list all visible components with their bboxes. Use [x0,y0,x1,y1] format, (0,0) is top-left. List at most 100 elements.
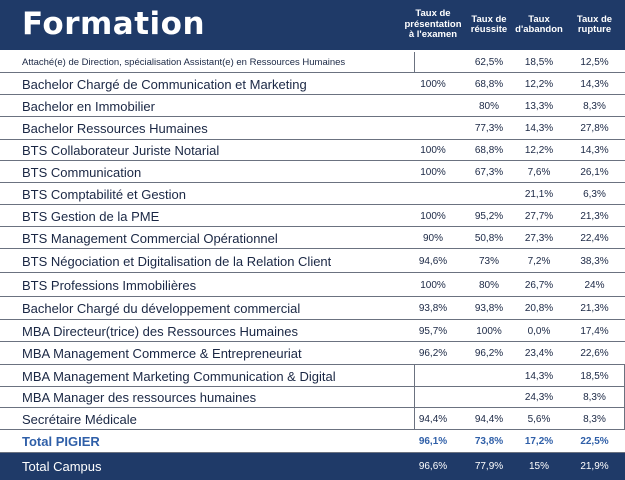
cell-abandon: 14,3% [524,123,554,134]
table-row: Bachelor Chargé de Communication et Mark… [0,73,625,95]
cell-rupture: 22,4% [580,232,609,244]
table-row: Secrétaire Médicale 94,4% 94,4% 5,6% 8,3% [0,408,625,430]
column-divider [414,365,415,387]
cell-abandon: 14,3% [524,370,554,382]
table-row: MBA Directeur(trice) des Ressources Huma… [0,320,625,342]
cell-rupture: 22,6% [580,348,609,359]
table-row: Bachelor Chargé du développement commerc… [0,297,625,320]
cell-reussite: 62,5% [474,57,504,68]
row-label: BTS Gestion de la PME [22,208,160,224]
cell-rupture: 21,3% [580,210,609,222]
row-divider [0,341,625,342]
cell-presentation [402,365,464,387]
table-row: BTS Communication 100% 67,3% 7,6% 26,1% [0,161,625,183]
cell-abandon: 17,2% [524,436,554,447]
cell-abandon: 18,5% [524,57,554,68]
row-divider [0,182,625,183]
table-row: Bachelor Ressources Humaines 77,3% 14,3% 27… [0,117,625,140]
cell-presentation: 96,2% [418,348,448,359]
cell-reussite: 77,3% [474,123,504,134]
row-divider [0,452,625,453]
table-row: Attaché(e) de Direction, spécialisation … [0,52,625,73]
cell-presentation: 96,1% [418,436,448,447]
table-row: BTS Management Commercial Opérationnel 90… [0,227,625,249]
table-row: MBA Management Commerce & Entrepreneuria… [0,342,625,365]
table-row: MBA Management Marketing Communication &… [0,365,625,387]
cell-abandon: 27,3% [524,232,554,244]
cell-reussite: 73% [478,255,499,267]
table-row: BTS Comptabilité et Gestion 21,1% 6,3% [0,183,625,205]
cell-reussite: 93,8% [474,303,504,314]
column-header-reussite: Taux de réussite [470,13,508,35]
cell-presentation: 90% [422,232,443,244]
cell-rupture: 26,1% [580,166,609,178]
row-divider [0,72,625,73]
row-divider [0,386,625,387]
column-header-abandon: Taux d'abandon [515,13,563,35]
cell-presentation: 95,7% [418,325,448,337]
cell-reussite: 95,2% [474,210,504,222]
cell-abandon: 0,0% [527,325,551,337]
table-row: BTS Gestion de la PME 100% 95,2% 27,7% 21,3% [0,205,625,227]
table-row: BTS Négociation et Digitalisation de la … [0,249,625,273]
cell-presentation [402,183,464,205]
cell-rupture: 14,3% [580,145,609,156]
cell-reussite: 77,9% [474,461,504,472]
row-label: Bachelor Ressources Humaines [22,121,208,136]
row-label: Bachelor Chargé de Communication et Mark… [22,76,307,92]
row-divider [0,226,625,227]
cell-presentation [402,117,464,140]
cell-rupture: 18,5% [580,370,609,382]
cell-abandon: 24,3% [524,392,554,403]
cell-abandon: 5,6% [527,413,551,425]
cell-presentation: 100% [420,210,446,222]
row-label: Total PIGIER [22,434,100,449]
cell-reussite [464,183,514,205]
cell-reussite [464,387,514,408]
cell-rupture: 27,8% [580,123,609,134]
cell-abandon: 26,7% [524,279,554,291]
row-label: BTS Négociation et Digitalisation de la … [22,253,332,269]
row-divider [0,407,625,408]
cell-rupture: 8,3% [583,413,606,425]
column-header-presentation: Taux de présentation à l'examen [404,8,462,41]
row-label: MBA Management Marketing Communication &… [22,368,336,384]
row-divider [0,160,625,161]
cell-abandon: 13,3% [524,100,554,112]
cell-presentation: 100% [420,279,446,291]
table-row: MBA Manager des ressources humaines 24,3%… [0,387,625,408]
table-row: BTS Collaborateur Juriste Notarial 100% 68… [0,140,625,161]
cell-abandon: 20,8% [524,303,554,314]
row-label: Total Campus [22,459,102,474]
row-divider [0,296,625,297]
cell-rupture: 17,4% [580,325,609,337]
cell-rupture: 21,3% [580,303,609,314]
cell-abandon: 15% [528,461,549,472]
row-label: BTS Comptabilité et Gestion [22,186,187,202]
cell-rupture: 12,5% [580,57,609,68]
row-divider [0,139,625,140]
row-label: Bachelor en Immobilier [22,98,155,114]
table-row: BTS Professions Immobilières 100% 80% 26,7%… [0,273,625,297]
column-divider [414,408,415,430]
cell-presentation: 94,6% [418,255,448,267]
cell-presentation: 100% [420,145,446,156]
cell-rupture: 6,3% [583,188,606,200]
cell-rupture: 8,3% [583,100,606,112]
table-row: Bachelor en Immobilier 80% 13,3% 8,3% [0,95,625,117]
row-divider [0,364,625,365]
cell-presentation [402,52,464,73]
table-header: Formation Taux de présentation à l'exame… [0,0,625,50]
cell-reussite: 100% [476,325,502,337]
row-divider [0,116,625,117]
row-label: BTS Collaborateur Juriste Notarial [22,143,220,158]
cell-presentation: 94,4% [418,413,448,425]
cell-abandon: 12,2% [524,145,554,156]
cell-reussite [464,365,514,387]
cell-presentation [402,387,464,408]
cell-reussite: 96,2% [474,348,504,359]
row-label: MBA Manager des ressources humaines [22,390,257,405]
cell-abandon: 7,2% [527,255,551,267]
cell-rupture: 22,5% [580,436,609,447]
